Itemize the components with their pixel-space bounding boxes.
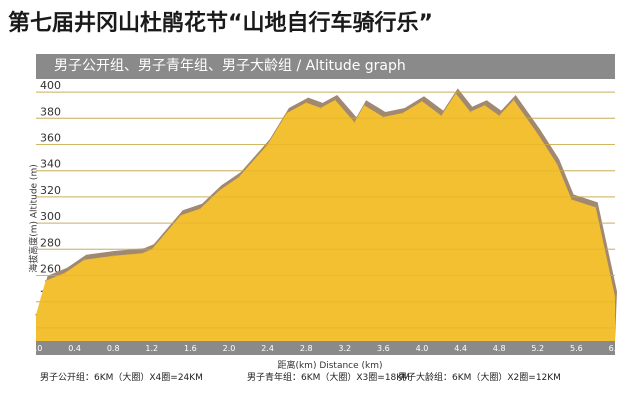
altitude-point xyxy=(556,163,558,165)
altitude-point xyxy=(305,101,308,104)
y-axis-label: 海拔高度(m) Altitude (m) xyxy=(29,164,40,273)
altitude-point xyxy=(421,100,423,103)
x-tick-label: 4.8 xyxy=(493,344,506,353)
altitude-point xyxy=(469,110,472,113)
x-tick-label: 1.6 xyxy=(184,344,197,353)
footer-youth-group: 男子青年组：6KM（大圈）X3圈=18KM xyxy=(247,373,410,383)
x-tick-label: 0.8 xyxy=(107,344,120,353)
altitude-point xyxy=(141,252,143,255)
y-tick-label: 340 xyxy=(40,158,61,171)
altitude-point xyxy=(537,133,539,135)
y-tick-label: 300 xyxy=(40,210,61,223)
x-tick-label: 4.4 xyxy=(454,344,467,353)
chart-subtitle: 男子公开组、男子青年组、男子大龄组 / Altitude graph xyxy=(54,58,406,74)
altitude-point xyxy=(454,92,457,95)
x-tick-label: 5.2 xyxy=(531,344,544,353)
altitude-point xyxy=(218,189,221,192)
subtitle-band xyxy=(36,54,615,79)
altitude-point xyxy=(614,295,616,298)
footer-open-group: 男子公开组：6KM（大圈）X4圈=24KM xyxy=(40,373,203,383)
altitude-point xyxy=(334,99,336,101)
footer-senior-group: 男子大龄组：6KM（大圈）X2圈=12KM xyxy=(398,373,561,383)
altitude-point xyxy=(319,107,322,109)
altitude-point xyxy=(570,198,573,201)
altitude-point xyxy=(237,176,240,179)
x-tick-label: 3.2 xyxy=(338,344,351,353)
x-tick-label: 3.6 xyxy=(377,344,390,353)
altitude-point xyxy=(363,104,365,106)
altitude-point xyxy=(594,206,597,209)
x-tick-label: 0.4 xyxy=(68,344,81,353)
altitude-point xyxy=(498,114,501,117)
x-tick-label: 2.8 xyxy=(300,344,313,353)
x-axis-band xyxy=(36,341,615,355)
y-tick-label: 320 xyxy=(40,184,61,197)
y-tick-label: 360 xyxy=(40,132,61,145)
x-tick-label: 0.0 xyxy=(30,344,43,353)
altitude-point xyxy=(64,272,66,274)
y-tick-label: 260 xyxy=(40,263,61,276)
altitude-point xyxy=(179,214,182,217)
x-tick-label: 4.0 xyxy=(416,344,429,353)
altitude-point xyxy=(353,121,356,124)
altitude-point xyxy=(199,207,201,210)
altitude-point xyxy=(44,279,47,282)
altitude-point xyxy=(440,114,443,117)
page-title: 第七届井冈山杜鹃花节“山地自行车骑行乐” xyxy=(8,11,433,36)
altitude-point xyxy=(112,255,114,257)
altitude-point xyxy=(286,112,288,114)
altitude-point xyxy=(382,116,385,118)
y-tick-label: 280 xyxy=(40,236,61,249)
altitude-point xyxy=(483,104,486,106)
y-tick-label: 380 xyxy=(40,105,61,118)
x-tick-label: 1.2 xyxy=(145,344,158,353)
y-tick-label: 400 xyxy=(40,79,61,92)
altitude-point xyxy=(35,314,37,316)
x-tick-label: 6.0 xyxy=(609,344,622,353)
x-tick-label: 5.6 xyxy=(570,344,583,353)
x-tick-label: 2.4 xyxy=(261,344,274,353)
altitude-point xyxy=(83,258,86,261)
altitude-point xyxy=(512,99,515,101)
x-axis-label: 距离(km) Distance (km) xyxy=(277,361,383,371)
altitude-point xyxy=(401,112,404,114)
altitude-area xyxy=(36,93,615,341)
x-tick-label: 2.0 xyxy=(223,344,236,353)
